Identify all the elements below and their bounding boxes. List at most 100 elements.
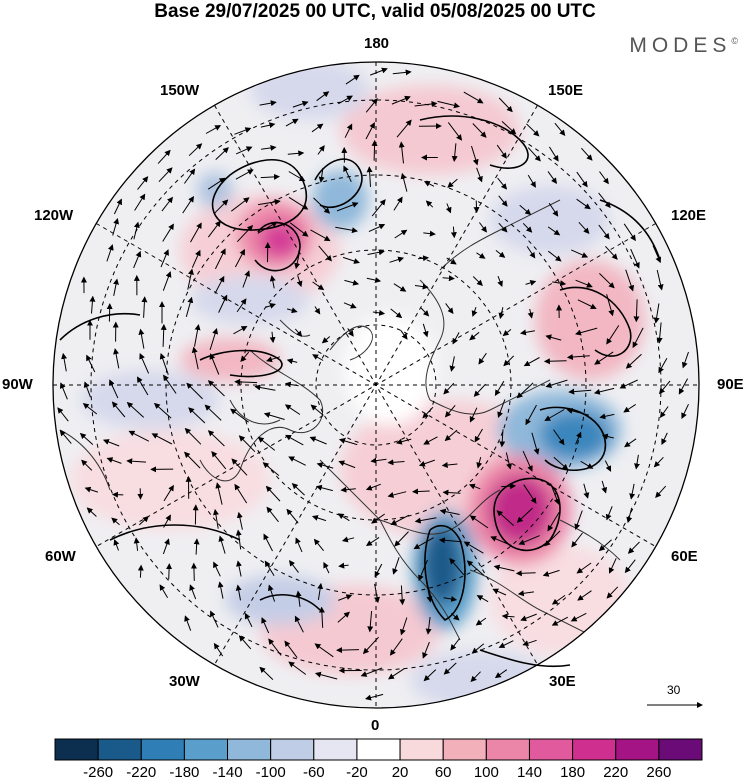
wind-arrow bbox=[577, 590, 592, 601]
wind-arrow bbox=[412, 488, 430, 495]
wind-arrow bbox=[372, 309, 386, 316]
wind-arrow bbox=[471, 145, 479, 166]
wind-arrow bbox=[295, 590, 302, 607]
wind-arrow bbox=[260, 122, 276, 129]
wind-arrow bbox=[515, 570, 536, 577]
wind-arrow bbox=[445, 203, 452, 214]
wind-arrow bbox=[286, 508, 299, 524]
wind-arrow bbox=[444, 429, 458, 442]
wind-arrow bbox=[498, 97, 513, 113]
wind-arrow bbox=[207, 220, 221, 238]
wind-arrow bbox=[548, 202, 559, 217]
wind-arrow bbox=[294, 254, 301, 270]
wind-arrow bbox=[390, 308, 403, 319]
wind-arrow bbox=[337, 513, 350, 522]
wind-arrow bbox=[367, 249, 385, 256]
wind-arrow bbox=[374, 563, 383, 578]
wind-arrow bbox=[191, 249, 201, 268]
wind-arrow bbox=[188, 143, 203, 157]
wind-arrow bbox=[234, 127, 252, 135]
wind-arrow bbox=[81, 459, 93, 471]
wind-arrow bbox=[605, 245, 618, 260]
wind-arrow bbox=[476, 456, 483, 469]
wind-arrow bbox=[139, 352, 150, 374]
wind-arrow bbox=[494, 380, 505, 396]
wind-arrow bbox=[260, 173, 280, 180]
colorbar-tick-label: 20 bbox=[391, 764, 409, 781]
anomaly-blob bbox=[190, 275, 310, 325]
wind-arrow bbox=[652, 245, 662, 264]
wind-arrow bbox=[501, 121, 517, 135]
wind-arrow bbox=[238, 435, 256, 453]
wind-arrow bbox=[443, 596, 458, 602]
wind-arrow bbox=[519, 204, 532, 216]
wind-arrow bbox=[577, 299, 597, 310]
wind-arrow bbox=[478, 352, 487, 365]
wind-arrow bbox=[263, 533, 273, 552]
wind-arrow bbox=[184, 427, 202, 445]
colorbar-tick-label: -220 bbox=[126, 764, 157, 781]
wind-arrow bbox=[106, 244, 114, 262]
wind-arrow bbox=[233, 326, 248, 335]
wind-arrow bbox=[343, 302, 357, 309]
wind-arrow bbox=[194, 324, 201, 347]
wind-arrow bbox=[522, 222, 533, 233]
wind-arrow bbox=[318, 167, 325, 183]
colorbar-swatch bbox=[485, 738, 530, 761]
wind-arrow bbox=[469, 407, 478, 423]
wind-arrow bbox=[547, 250, 562, 262]
wind-arrow bbox=[599, 171, 609, 185]
wind-arrow bbox=[413, 537, 434, 550]
wind-arrow bbox=[499, 429, 506, 448]
wind-arrow bbox=[423, 669, 437, 682]
wind-arrow bbox=[599, 413, 615, 420]
wind-arrow bbox=[136, 376, 149, 396]
colorbar-swatch bbox=[97, 738, 142, 761]
wind-arrow bbox=[678, 378, 689, 395]
wind-arrow bbox=[59, 382, 68, 400]
colorbar-swatch bbox=[442, 738, 487, 761]
wind-arrow bbox=[312, 354, 324, 361]
lon-label-90w: 90W bbox=[2, 376, 33, 393]
colorbar-swatch bbox=[183, 738, 229, 761]
wind-arrow bbox=[417, 255, 429, 262]
wind-arrow bbox=[160, 249, 169, 268]
wind-arrow bbox=[285, 434, 304, 446]
wind-arrow bbox=[316, 462, 334, 469]
wind-arrow bbox=[365, 693, 384, 701]
wind-arrow bbox=[446, 257, 457, 265]
lon-label-30w: 30W bbox=[169, 673, 200, 690]
anomaly-positive-alaska-core bbox=[260, 222, 300, 258]
wind-arrow bbox=[494, 669, 508, 679]
wind-arrow bbox=[604, 460, 612, 472]
wind-arrow bbox=[141, 296, 148, 318]
wind-arrow bbox=[343, 165, 352, 183]
wind-arrow bbox=[344, 279, 360, 286]
wind-arrow bbox=[292, 100, 309, 108]
wind-arrow bbox=[347, 328, 354, 337]
wind-arrow bbox=[493, 564, 515, 572]
wind-arrow bbox=[284, 640, 298, 658]
wind-arrow bbox=[184, 615, 192, 631]
wind-arrow bbox=[423, 181, 435, 187]
wind-arrow bbox=[422, 406, 434, 419]
wind-arrow bbox=[261, 617, 270, 634]
wind-arrow bbox=[235, 529, 242, 550]
wind-arrow bbox=[213, 199, 229, 215]
wind-arrow bbox=[190, 222, 202, 243]
wind-arrow bbox=[191, 346, 199, 370]
wind-arrow bbox=[576, 562, 592, 574]
wind-arrow bbox=[422, 323, 429, 338]
wind-arrow bbox=[425, 616, 432, 635]
wind-arrow bbox=[399, 585, 406, 606]
wind-arrow bbox=[466, 560, 485, 576]
anomaly-blob bbox=[225, 575, 335, 625]
wind-arrow bbox=[553, 456, 569, 471]
brand-mark: © bbox=[731, 36, 738, 46]
wind-arrow bbox=[289, 222, 309, 237]
wind-arrow bbox=[545, 334, 562, 341]
anomaly-blob bbox=[345, 315, 435, 425]
wind-arrow bbox=[113, 198, 122, 215]
wind-arrow bbox=[547, 226, 561, 236]
wind-arrow bbox=[365, 536, 380, 547]
